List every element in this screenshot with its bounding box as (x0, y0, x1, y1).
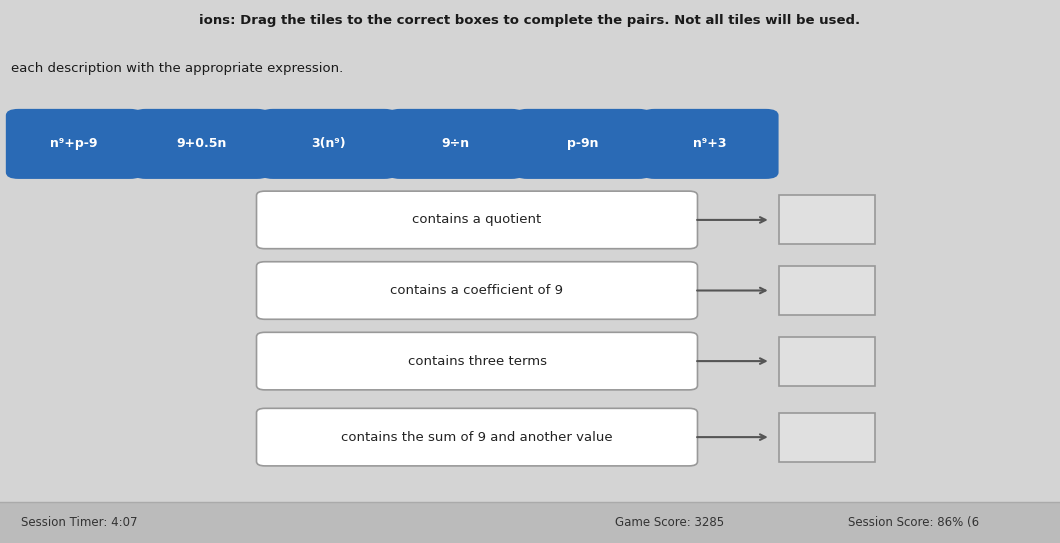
Text: Session Score: 86% (6: Session Score: 86% (6 (848, 516, 979, 529)
FancyBboxPatch shape (261, 109, 398, 179)
FancyBboxPatch shape (779, 337, 874, 386)
Text: 9÷n: 9÷n (442, 137, 470, 150)
Text: contains three terms: contains three terms (407, 355, 547, 368)
Text: ions: Drag the tiles to the correct boxes to complete the pairs. Not all tiles w: ions: Drag the tiles to the correct boxe… (199, 14, 861, 27)
Text: Session Timer: 4:07: Session Timer: 4:07 (21, 516, 138, 529)
Text: contains a quotient: contains a quotient (412, 213, 542, 226)
FancyBboxPatch shape (779, 195, 874, 244)
FancyBboxPatch shape (257, 191, 697, 249)
Text: each description with the appropriate expression.: each description with the appropriate ex… (11, 62, 342, 75)
Text: n⁹+p-9: n⁹+p-9 (51, 137, 98, 150)
FancyBboxPatch shape (134, 109, 269, 179)
FancyBboxPatch shape (257, 262, 697, 319)
FancyBboxPatch shape (642, 109, 778, 179)
Text: n⁹+3: n⁹+3 (693, 137, 727, 150)
Text: contains the sum of 9 and another value: contains the sum of 9 and another value (341, 431, 613, 444)
FancyBboxPatch shape (515, 109, 651, 179)
FancyBboxPatch shape (6, 109, 142, 179)
FancyBboxPatch shape (779, 266, 874, 315)
Text: 3(n⁹): 3(n⁹) (312, 137, 346, 150)
Text: contains a coefficient of 9: contains a coefficient of 9 (390, 284, 564, 297)
FancyBboxPatch shape (779, 413, 874, 462)
Text: Game Score: 3285: Game Score: 3285 (615, 516, 724, 529)
FancyBboxPatch shape (388, 109, 524, 179)
Bar (0, 502, 1060, 543)
Text: p-9n: p-9n (567, 137, 599, 150)
FancyBboxPatch shape (257, 408, 697, 466)
FancyBboxPatch shape (257, 332, 697, 390)
Text: 9+0.5n: 9+0.5n (176, 137, 227, 150)
